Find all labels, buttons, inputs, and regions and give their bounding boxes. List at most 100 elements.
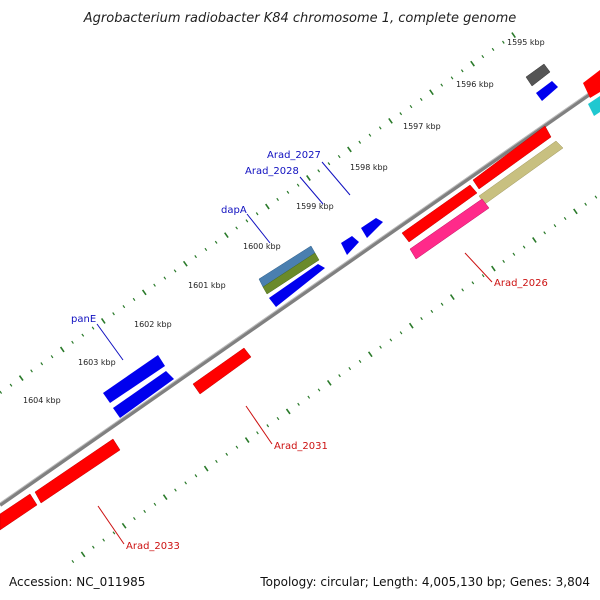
inner-track-tick <box>102 538 105 542</box>
inner-track-tick <box>358 359 362 363</box>
inner-tick-track <box>71 195 598 564</box>
outer-track-tick <box>163 276 167 280</box>
map-title: Agrobacterium radiobacter K84 chromosome… <box>83 11 516 26</box>
inner-track-tick <box>307 395 311 399</box>
inner-track-tick <box>256 431 259 435</box>
outer-track-tick <box>173 269 177 273</box>
inner-track-tick <box>215 459 218 464</box>
outer-track-tick <box>327 162 331 166</box>
outer-track-tick <box>182 260 188 267</box>
inner-track-tick <box>133 517 136 521</box>
outer-track-tick <box>91 326 95 330</box>
inner-track-tick <box>584 202 587 206</box>
gene-label-arad-2026[interactable]: Arad_2026 <box>494 278 548 289</box>
gene-olive[interactable] <box>262 252 320 295</box>
gene-label-panE[interactable]: panE <box>71 314 96 325</box>
gene-label-dapA[interactable]: dapA <box>221 205 247 216</box>
gene-blue-panE-b[interactable] <box>113 371 174 418</box>
outer-track-tick <box>194 255 197 259</box>
inner-track-tick <box>573 208 578 215</box>
outer-track-tick <box>419 97 423 101</box>
gene-blue-1596[interactable] <box>536 81 558 101</box>
outer-track-tick <box>50 355 54 359</box>
kbp-label-1597: 1597 kbp <box>403 122 441 131</box>
inner-track-tick <box>338 374 341 378</box>
chromosome-backbone-highlight <box>0 84 600 504</box>
outer-track-tick <box>18 375 24 381</box>
gene-cyan-edge[interactable] <box>588 96 600 116</box>
inner-track-tick <box>379 345 382 349</box>
inner-track-tick <box>563 216 567 221</box>
gene-blue-panE-a[interactable] <box>103 355 165 403</box>
kbp-label-1599: 1599 kbp <box>296 202 334 211</box>
gene-blue-arad-2027[interactable] <box>361 218 383 238</box>
outer-track-tick <box>429 89 434 96</box>
kbp-label-1598: 1598 kbp <box>350 163 388 172</box>
inner-track-tick <box>184 481 187 485</box>
outer-track-tick <box>378 126 382 130</box>
outer-track-tick <box>59 346 65 353</box>
gene-label-arad-2027[interactable]: Arad_2027 <box>267 150 321 161</box>
outer-tick-track <box>0 32 516 394</box>
outer-strand-genes <box>103 63 600 418</box>
leader-arad-2026 <box>464 252 493 283</box>
outer-track-tick <box>502 40 505 44</box>
inner-track-tick <box>225 452 229 456</box>
gene-red-upper-b[interactable] <box>401 184 478 243</box>
gene-red-arad-2033-b[interactable] <box>0 493 38 531</box>
outer-track-tick <box>224 232 229 239</box>
outer-track-tick <box>81 333 85 337</box>
outer-track-tick <box>440 83 444 87</box>
leader-arad-2028 <box>299 176 324 205</box>
gene-red-arad-2033-a[interactable] <box>34 438 121 504</box>
inner-track-tick <box>143 509 146 514</box>
outer-track-tick <box>450 76 454 80</box>
outer-track-tick <box>235 226 238 230</box>
gene-magenta-arad-2026[interactable] <box>409 198 490 260</box>
inner-track-tick <box>80 551 86 558</box>
leader-dapA <box>246 213 271 244</box>
inner-track-tick <box>92 545 95 549</box>
inner-track-tick <box>440 302 444 306</box>
inner-track-tick <box>461 288 464 292</box>
inner-track-tick <box>71 559 75 564</box>
gene-red-top-right[interactable] <box>583 70 600 98</box>
gene-red-arad-2031[interactable] <box>192 347 252 395</box>
inner-track-tick <box>153 502 157 506</box>
gene-blue-arad-2028[interactable] <box>341 236 359 255</box>
outer-track-tick <box>358 140 362 144</box>
inner-track-tick <box>367 351 373 358</box>
gene-blue-dapA[interactable] <box>269 264 325 307</box>
gene-label-arad-2028[interactable]: Arad_2028 <box>245 166 299 177</box>
leader-panE <box>96 323 124 361</box>
outer-track-tick <box>388 117 393 124</box>
inner-track-tick <box>121 522 127 529</box>
gene-red-upper-a[interactable] <box>472 125 552 190</box>
leader-arad-2033 <box>97 505 125 545</box>
inner-track-tick <box>420 316 423 321</box>
outer-track-tick <box>470 60 475 67</box>
outer-track-tick <box>153 283 156 287</box>
inner-track-tick <box>481 274 485 278</box>
inner-track-tick <box>285 408 291 415</box>
inner-track-tick <box>389 338 393 342</box>
leader-arad-2027 <box>321 161 351 196</box>
inner-strand-genes <box>0 70 600 531</box>
outer-track-tick <box>132 297 136 302</box>
outer-track-tick <box>100 317 106 324</box>
kbp-label-1604: 1604 kbp <box>23 396 61 405</box>
gene-label-arad-2031[interactable]: Arad_2031 <box>274 441 328 452</box>
kbp-label-1602: 1602 kbp <box>134 320 172 329</box>
outer-track-tick <box>460 69 464 73</box>
inner-track-tick <box>235 445 239 449</box>
inner-track-tick <box>532 237 537 243</box>
gene-label-arad-2033[interactable]: Arad_2033 <box>126 541 180 552</box>
inner-track-tick <box>449 294 455 301</box>
outer-track-tick <box>245 219 249 223</box>
inner-track-tick <box>543 231 546 235</box>
inner-track-tick <box>553 224 557 228</box>
gene-gray[interactable] <box>525 63 551 87</box>
inner-track-tick <box>408 322 414 329</box>
outer-track-tick <box>337 154 341 159</box>
